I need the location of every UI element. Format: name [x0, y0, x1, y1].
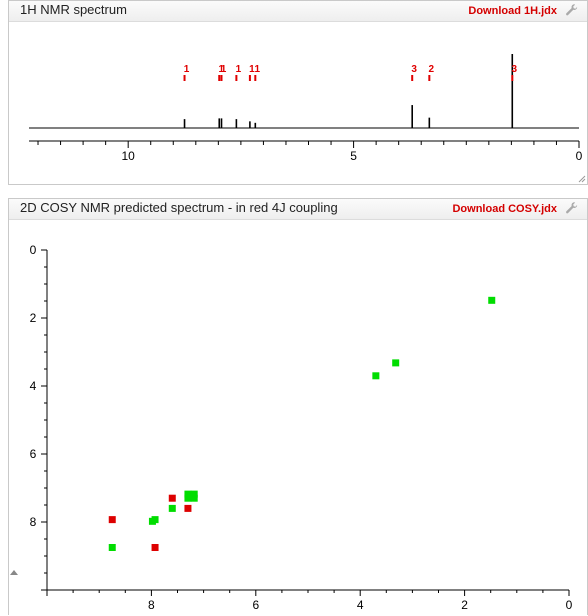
wrench-icon[interactable] [565, 3, 579, 17]
peak-marker [220, 75, 223, 81]
peak-label: 1 [255, 64, 261, 75]
cosy-panel: 2D COSY NMR predicted spectrum - in red … [8, 198, 588, 615]
cosy-crosspeak-green [392, 359, 400, 367]
download-1h-link[interactable]: Download 1H.jdx [468, 5, 557, 17]
cosy-chart: 0 2 4 6 8 8 6 4 2 0 [30, 243, 573, 612]
cosy-panel-header: 2D COSY NMR predicted spectrum - in red … [9, 199, 587, 220]
x-tick-label: 10 [122, 149, 136, 163]
cosy-crosspeak-green [168, 504, 176, 512]
cosy-crosspeak-green [184, 490, 192, 498]
cosy-crosspeak-red [108, 516, 116, 524]
cosy-crosspeak-green [108, 544, 116, 551]
y-tick-label: 6 [30, 447, 37, 461]
cosy-crosspeak-green [190, 490, 198, 498]
peak-marker [411, 75, 414, 81]
peak-label: 3 [511, 64, 517, 75]
peak-marker [428, 75, 431, 81]
x-tick-label: 0 [576, 149, 583, 163]
cosy-crosspeak-green [190, 494, 198, 502]
cosy-panel-title: 2D COSY NMR predicted spectrum - in red … [20, 200, 338, 215]
y-tick-label: 8 [30, 515, 37, 529]
nmr-1h-panel-header: 1H NMR spectrum Download 1H.jdx [9, 1, 587, 22]
peak-label: 1 [184, 64, 190, 75]
peak-marker [254, 75, 257, 81]
cosy-crosspeak-green [184, 494, 192, 502]
peak-marker [218, 75, 221, 81]
cosy-crosspeak-green [488, 296, 496, 304]
peak-label: 1 [236, 64, 242, 75]
wrench-icon[interactable] [565, 201, 579, 215]
peak-marker [511, 75, 514, 81]
peak-marker [183, 75, 186, 81]
peak-marker [235, 75, 238, 81]
cosy-crosspeak-green [148, 517, 156, 525]
cosy-crosspeak-red [184, 504, 192, 512]
download-cosy-link[interactable]: Download COSY.jdx [452, 203, 557, 215]
scroll-up-icon[interactable] [10, 570, 18, 575]
resize-grip-icon[interactable] [577, 174, 586, 183]
nmr-1h-panel: 1H NMR spectrum Download 1H.jdx 10 5 0 1 1 1 1… [8, 0, 588, 185]
peak-marker [248, 75, 251, 81]
x-tick-label: 4 [357, 598, 364, 612]
peak-label: 2 [429, 64, 435, 75]
y-tick-label: 4 [30, 379, 37, 393]
y-tick-label: 2 [30, 311, 37, 325]
x-tick-label: 8 [148, 598, 155, 612]
x-tick-label: 2 [461, 598, 468, 612]
peak-label: 1 [221, 64, 227, 75]
cosy-crosspeak-green [372, 372, 380, 380]
x-tick-label: 6 [252, 598, 259, 612]
peak-label: 1 [218, 64, 224, 75]
x-tick-label: 5 [350, 149, 357, 163]
cosy-crosspeak-red [151, 544, 159, 551]
peak-label: 3 [411, 64, 417, 75]
peak-label: 1 [249, 64, 255, 75]
x-tick-label: 0 [566, 598, 573, 612]
nmr-1h-panel-title: 1H NMR spectrum [20, 2, 127, 17]
nmr-1h-chart: 10 5 01 11 1 1 1 3 2 3 [29, 54, 583, 163]
y-tick-label: 0 [30, 243, 37, 257]
cosy-crosspeak-red [168, 494, 176, 502]
